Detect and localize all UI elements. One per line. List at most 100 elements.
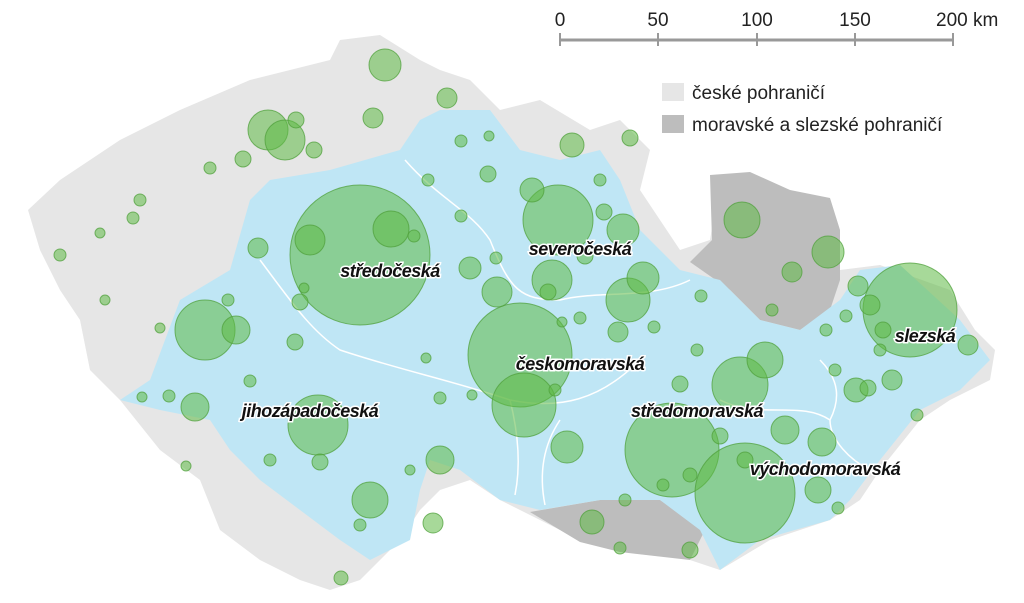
settlement-circle bbox=[595, 203, 613, 221]
settlement-circle bbox=[579, 509, 605, 535]
legend-swatch bbox=[662, 115, 684, 133]
settlement-circle bbox=[133, 193, 147, 207]
settlement-circle bbox=[298, 282, 310, 294]
settlement-circle bbox=[372, 210, 410, 248]
scale-label: 0 bbox=[555, 10, 566, 31]
settlement-circle bbox=[454, 134, 468, 148]
settlement-circle bbox=[126, 211, 140, 225]
settlement-circle bbox=[221, 315, 251, 345]
scale-bar: 0 50 100 150 200 km bbox=[555, 10, 998, 46]
settlement-circle bbox=[550, 430, 584, 464]
settlement-circle bbox=[548, 383, 562, 397]
settlement-circle bbox=[263, 453, 277, 467]
settlement-circle bbox=[481, 276, 513, 308]
settlement-circle bbox=[682, 467, 698, 483]
settlement-circle bbox=[436, 87, 458, 109]
settlement-circle bbox=[736, 451, 754, 469]
settlement-circle bbox=[221, 293, 235, 307]
settlement-circle bbox=[593, 173, 607, 187]
scale-label: 150 bbox=[839, 10, 871, 31]
settlement-circle bbox=[180, 460, 192, 472]
settlement-circle bbox=[454, 209, 468, 223]
settlement-circle bbox=[433, 391, 447, 405]
settlement-circle bbox=[694, 442, 796, 544]
scale-label: 200 km bbox=[936, 10, 998, 31]
settlement-circle bbox=[180, 392, 210, 422]
settlement-circle bbox=[489, 251, 503, 265]
settlement-circle bbox=[556, 316, 568, 328]
settlement-circle bbox=[910, 408, 924, 422]
settlement-circle bbox=[404, 464, 416, 476]
settlement-circle bbox=[483, 130, 495, 142]
settlement-circle bbox=[291, 293, 309, 311]
settlement-circle bbox=[828, 363, 842, 377]
settlement-circle bbox=[420, 352, 432, 364]
settlement-circle bbox=[466, 389, 478, 401]
settlement-circle bbox=[491, 372, 557, 438]
settlement-circle bbox=[351, 481, 389, 519]
settlement-circle bbox=[606, 213, 640, 247]
scale-label: 50 bbox=[647, 10, 668, 31]
settlement-circle bbox=[136, 391, 148, 403]
circles bbox=[53, 48, 979, 586]
settlement-circle bbox=[811, 235, 845, 269]
settlement-circle bbox=[804, 476, 832, 504]
settlement-circle bbox=[311, 453, 329, 471]
legend-label: moravské a slezské pohraničí bbox=[692, 115, 943, 136]
settlement-circle bbox=[819, 323, 833, 337]
settlement-circle bbox=[99, 294, 111, 306]
region-label: českomoravská bbox=[516, 354, 645, 374]
settlement-circle bbox=[621, 129, 639, 147]
settlement-circle bbox=[613, 541, 627, 555]
settlement-circle bbox=[874, 321, 892, 339]
settlement-circle bbox=[881, 369, 903, 391]
settlement-circle bbox=[573, 311, 587, 325]
region-label: východomoravská bbox=[750, 459, 901, 479]
settlement-circle bbox=[94, 227, 106, 239]
settlement-circle bbox=[647, 320, 661, 334]
settlement-circle bbox=[234, 150, 252, 168]
settlement-circle bbox=[407, 229, 421, 243]
settlement-circle bbox=[781, 261, 803, 283]
settlement-circle bbox=[559, 132, 585, 158]
settlement-circle bbox=[694, 289, 708, 303]
settlement-circle bbox=[53, 248, 67, 262]
region-label: středomoravská bbox=[631, 401, 764, 421]
settlement-circle bbox=[287, 111, 305, 129]
settlement-circle bbox=[421, 173, 435, 187]
settlement-circle bbox=[162, 389, 176, 403]
settlement-circle bbox=[576, 247, 594, 265]
settlement-circle bbox=[831, 501, 845, 515]
settlement-circle bbox=[859, 379, 877, 397]
legend-swatch bbox=[662, 83, 684, 101]
legend: české pohraničí moravské a slezské pohra… bbox=[662, 83, 943, 136]
settlement-circle bbox=[264, 119, 306, 161]
settlement-circle bbox=[618, 493, 632, 507]
settlement-circle bbox=[807, 427, 837, 457]
settlement-circle bbox=[746, 341, 784, 379]
settlement-circle bbox=[247, 237, 269, 259]
settlement-circle bbox=[957, 334, 979, 356]
region-label: slezská bbox=[895, 326, 956, 346]
settlement-circle bbox=[368, 48, 402, 82]
legend-label: české pohraničí bbox=[692, 83, 826, 104]
moravian-border-area bbox=[530, 500, 705, 560]
settlement-circle bbox=[539, 283, 557, 301]
settlement-circle bbox=[519, 177, 545, 203]
settlement-circle bbox=[458, 256, 482, 280]
settlement-circle bbox=[294, 224, 326, 256]
region-boundaries bbox=[259, 159, 871, 506]
settlement-circle bbox=[681, 541, 699, 559]
settlement-circle bbox=[847, 275, 869, 297]
boundary bbox=[259, 259, 641, 405]
settlement-circle bbox=[671, 375, 689, 393]
region-label: středočeská bbox=[340, 261, 440, 281]
settlement-circle bbox=[154, 322, 166, 334]
settlement-circle bbox=[203, 161, 217, 175]
settlement-circle bbox=[765, 303, 779, 317]
settlement-circle bbox=[425, 445, 455, 475]
settlement-circle bbox=[859, 294, 881, 316]
settlement-circle bbox=[723, 201, 761, 239]
settlement-circle bbox=[711, 427, 729, 445]
